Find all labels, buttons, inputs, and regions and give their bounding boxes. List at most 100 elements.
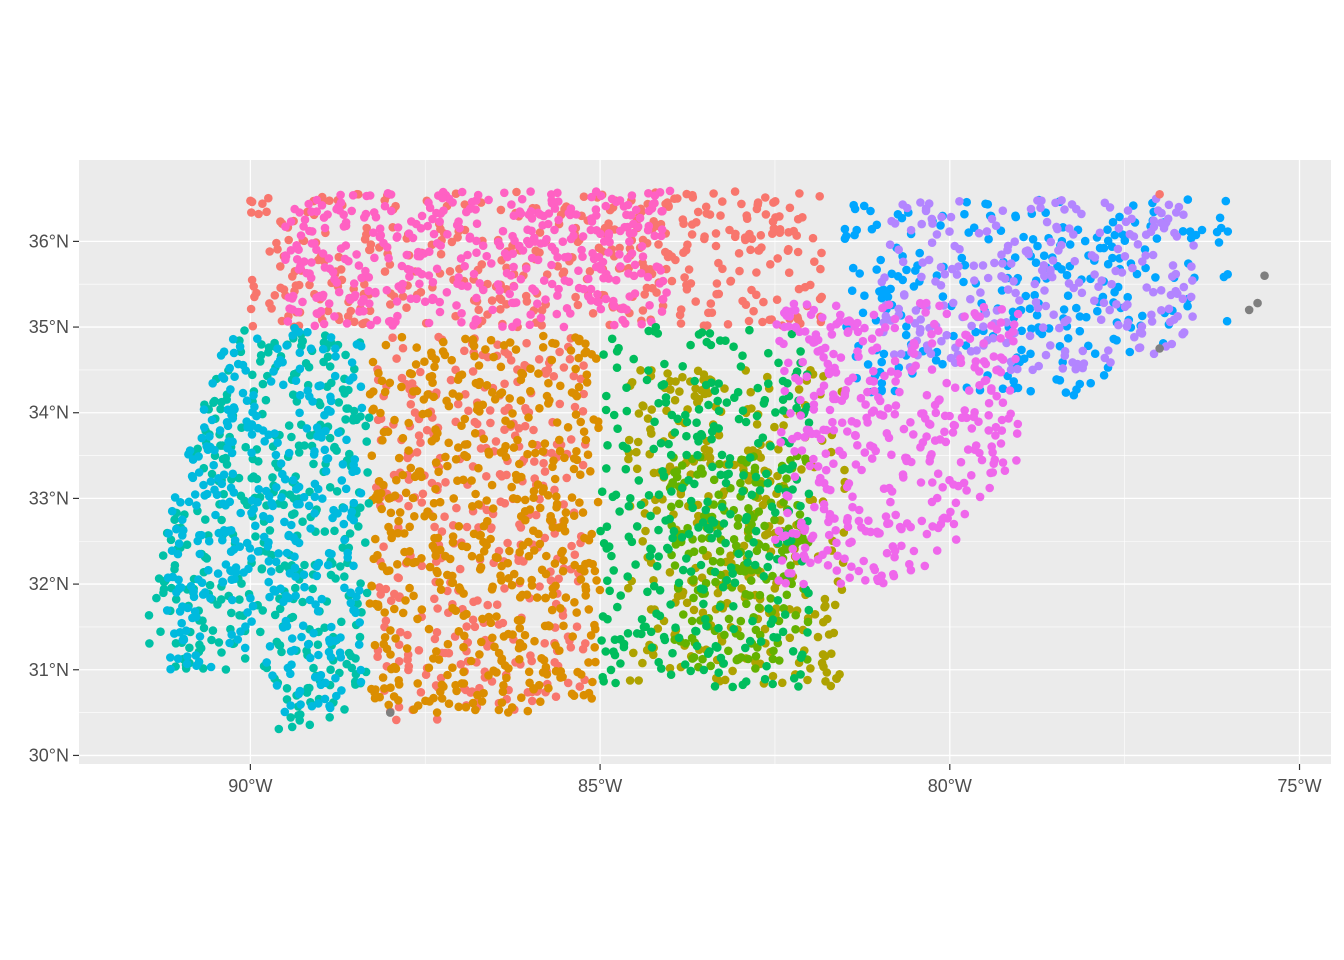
data-point [1118,230,1128,239]
data-point [889,569,898,579]
data-point [752,411,762,421]
data-point [255,627,265,637]
data-point [296,263,305,273]
data-point [786,561,795,570]
data-point [687,633,697,643]
data-point [247,275,257,285]
data-point [1060,351,1070,361]
data-point [523,225,532,234]
data-point [583,450,593,460]
data-point [183,652,192,661]
data-point [836,310,845,320]
data-point [542,234,551,244]
data-point [1171,208,1181,217]
data-point [576,374,586,384]
data-point [682,189,691,199]
data-point [678,372,687,382]
data-point [350,606,360,616]
data-point [713,588,723,598]
data-point [939,513,949,523]
data-point [1057,240,1066,250]
data-point [1149,216,1158,225]
data-point [1072,303,1081,313]
data-point [637,319,646,329]
data-point [546,511,555,521]
data-point [897,524,906,533]
data-point [365,299,374,308]
data-point [587,217,597,226]
data-point [306,344,316,354]
data-point [1011,212,1021,222]
data-point [340,583,349,593]
data-point [1128,263,1137,273]
y-tick-label: 32°N [29,574,69,594]
data-point [339,210,349,219]
data-points [144,186,1269,734]
data-point [699,599,708,609]
data-point [928,522,937,531]
data-point [404,446,413,455]
data-point [705,210,715,219]
data-point [644,491,654,500]
data-point [406,463,416,473]
data-point [379,427,389,437]
data-point [927,329,936,339]
data-point [467,551,477,561]
data-point [428,277,438,287]
data-point [498,226,508,236]
data-point [432,628,442,637]
data-point [204,565,213,575]
data-point [463,250,472,260]
data-point [853,441,862,450]
data-point [797,465,806,474]
data-point [230,574,239,584]
data-point [726,276,736,286]
data-point [392,354,401,363]
data-point [622,406,632,416]
data-point [569,464,579,474]
data-point [662,288,671,297]
data-point [1009,277,1018,286]
data-point [780,610,790,619]
data-point [201,515,210,524]
data-point [833,551,842,561]
data-point [476,530,486,540]
data-point [218,535,227,545]
data-point [597,636,606,645]
data-point [394,573,404,583]
data-point [588,309,598,318]
data-point [796,501,805,511]
data-point [525,678,534,688]
data-point [537,565,547,575]
data-point [191,612,201,622]
data-point [737,455,746,465]
data-point [425,247,434,256]
data-point [669,526,679,536]
data-point [511,298,521,307]
data-point [342,659,352,669]
data-point [879,349,889,359]
data-point [574,266,583,276]
data-point [408,493,418,503]
data-point [894,245,903,254]
data-point [794,385,804,394]
data-point [540,621,550,631]
data-point [924,255,934,265]
data-point [970,363,979,372]
data-point [1048,256,1058,265]
data-point [308,584,318,594]
data-point [197,433,207,443]
data-point [309,628,318,638]
data-point [609,410,619,420]
data-point [171,595,181,604]
data-point [666,450,676,460]
data-point [470,351,479,361]
data-point [604,542,614,551]
data-point [462,522,472,532]
data-point [208,379,217,388]
data-point [503,350,513,359]
data-point [1062,270,1072,280]
data-point [337,617,346,627]
data-point [240,326,249,335]
data-point [596,304,606,314]
